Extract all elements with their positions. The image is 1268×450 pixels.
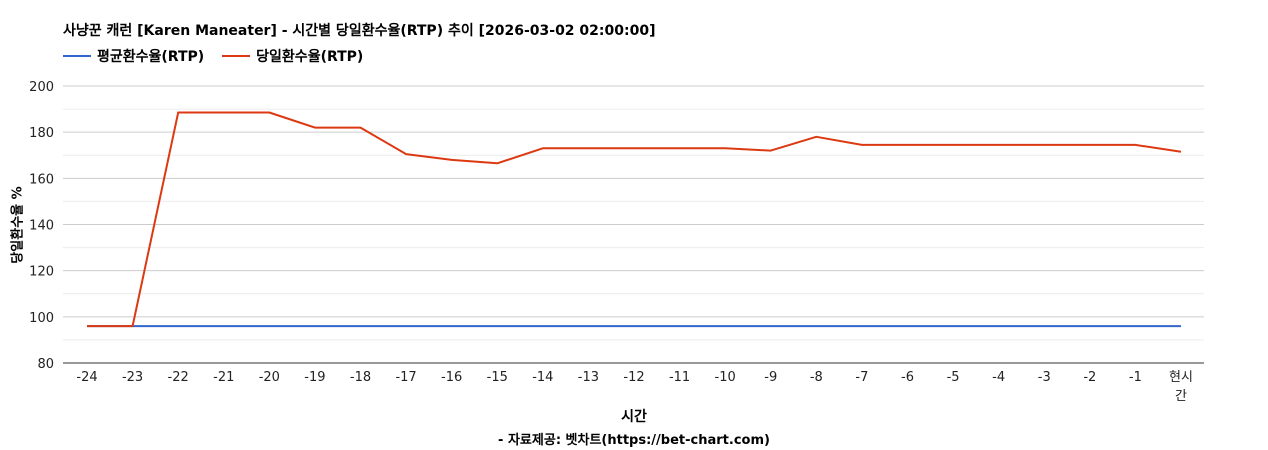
x-tick-label: -22 [168,370,189,385]
x-tick-label: -18 [350,370,371,385]
x-tick-label: -1 [1129,370,1142,385]
x-tick-label: -13 [578,370,599,385]
legend-item-daily[interactable]: 당일환수율(RTP) [222,46,363,66]
legend: 평균환수율(RTP) 당일환수율(RTP) [63,46,381,66]
y-tick-label: 200 [29,80,54,95]
x-tick-label: -24 [76,370,97,385]
x-tick-label: -20 [259,370,280,385]
y-tick-label: 160 [29,172,54,187]
x-tick-label: -5 [947,370,960,385]
y-tick-label: 120 [29,265,54,280]
x-tick-label: 간 [1175,389,1187,404]
x-tick-label: -14 [532,370,553,385]
chart-title: 사냥꾼 캐런 [Karen Maneater] - 시간별 당일환수율(RTP)… [63,23,656,39]
y-tick-label: 80 [37,357,54,372]
y-tick-label: 100 [29,311,54,326]
x-tick-label: -6 [901,370,914,385]
x-tick-label: -19 [304,370,325,385]
series-line-daily [87,111,1182,328]
x-tick-label: -8 [810,370,823,385]
x-tick-label: -21 [213,370,234,385]
legend-item-average[interactable]: 평균환수율(RTP) [63,46,204,66]
x-tick-label: -7 [855,370,868,385]
y-tick-label: 140 [29,219,54,234]
x-tick-label: -15 [487,370,508,385]
x-tick-label: -17 [395,370,416,385]
x-tick-label: -4 [992,370,1005,385]
x-tick-label: -23 [122,370,143,385]
x-tick-label: -12 [623,370,644,385]
x-tick-label: -3 [1038,370,1051,385]
x-tick-label: -16 [441,370,462,385]
x-tick-label: -2 [1083,370,1096,385]
x-tick-label: -9 [764,370,777,385]
x-axis-title: 시간 [621,409,647,425]
legend-label-daily: 당일환수율(RTP) [256,49,364,65]
legend-swatch-daily [222,55,251,57]
x-tick-label: -11 [669,370,690,385]
source-credit: - 자료제공: 벳차트(https://bet-chart.com) [498,433,770,448]
x-tick-label: -10 [715,370,736,385]
legend-label-average: 평균환수율(RTP) [97,49,205,65]
y-tick-label: 180 [29,126,54,141]
legend-swatch-average [63,55,91,57]
x-tick-label: 현시 [1169,370,1193,385]
